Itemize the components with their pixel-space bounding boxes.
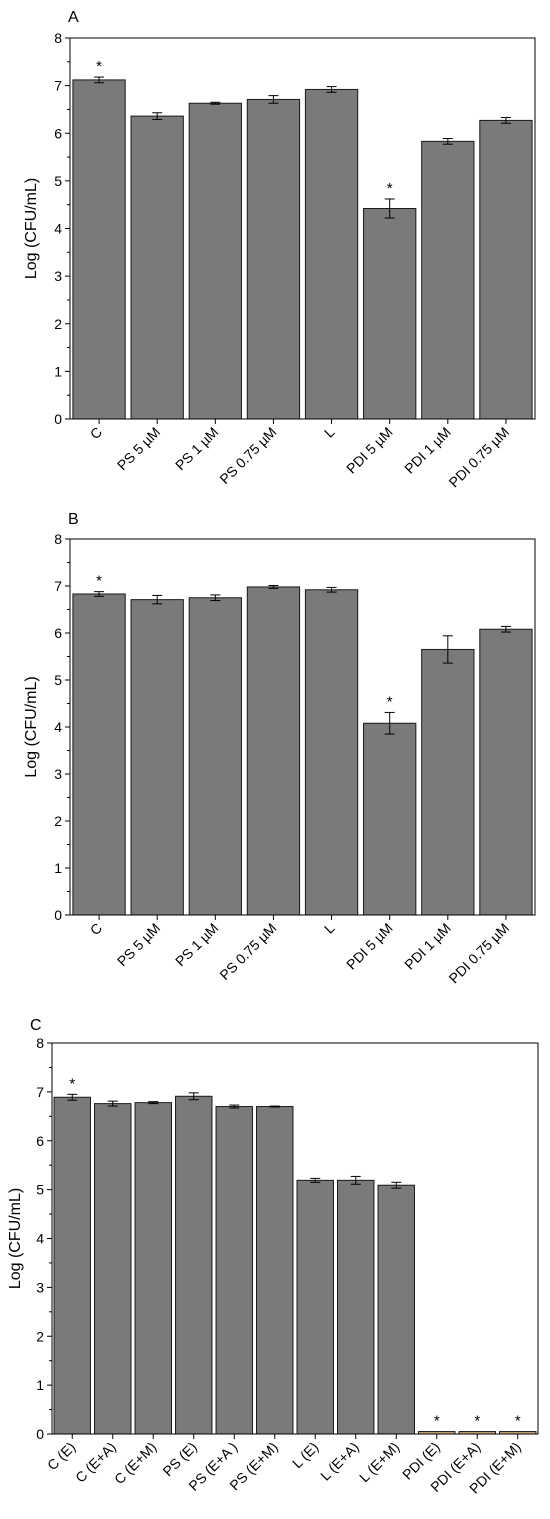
x-tick-label: PDI 0.75 µM (446, 424, 513, 491)
bar-2 (94, 1103, 132, 1435)
x-tick-label: L (E) (289, 1439, 321, 1471)
bar-1 (72, 593, 126, 916)
y-tick-label: 0 (54, 907, 62, 923)
bar-4 (246, 98, 301, 420)
bar-7 (296, 1179, 334, 1435)
y-tick-label: 8 (54, 30, 62, 46)
y-tick-label: 7 (54, 578, 62, 594)
significance-mark-6: * (387, 180, 393, 197)
bar-7 (421, 648, 475, 916)
x-tick-label: PS 5 µM (114, 920, 163, 969)
y-tick-label: 2 (36, 1328, 44, 1344)
y-tick-label: 6 (36, 1133, 44, 1149)
bar-3 (188, 102, 242, 420)
x-tick-label: PDI 5 µM (343, 424, 396, 477)
y-tick-label: 0 (36, 1426, 44, 1442)
y-tick-label: 5 (36, 1182, 44, 1198)
significance-mark-11: * (474, 1413, 480, 1430)
bar-3 (188, 597, 242, 916)
x-tick-label: PS 1 µM (172, 424, 221, 473)
bar-3 (134, 1102, 172, 1435)
y-tick-label: 7 (54, 78, 62, 94)
x-tick-label: C (87, 424, 105, 442)
panel-label: C (30, 1017, 42, 1034)
x-tick-label: L (321, 920, 338, 937)
y-tick-label: 4 (54, 719, 62, 735)
bar-9 (377, 1184, 415, 1435)
bar-6 (363, 722, 417, 916)
panel-label: A (68, 9, 79, 26)
bar-7 (421, 140, 475, 420)
x-tick-label: C (E+A) (72, 1439, 119, 1486)
bar-8 (479, 119, 533, 420)
x-tick-label: PS 5 µM (114, 424, 163, 473)
y-axis-label: Log (CFU/mL) (23, 676, 40, 777)
y-tick-label: 8 (54, 531, 62, 547)
y-axis-label: Log (CFU/mL) (7, 1188, 24, 1289)
x-tick-label: L (E+M) (356, 1439, 402, 1485)
x-tick-label: PDI 5 µM (343, 920, 396, 973)
y-tick-label: 1 (36, 1377, 44, 1393)
y-tick-label: 1 (54, 860, 62, 876)
panel-label: B (68, 511, 79, 528)
significance-mark-12: * (515, 1413, 521, 1430)
bar-5 (215, 1106, 253, 1435)
bar-4 (246, 586, 301, 916)
y-tick-label: 6 (54, 625, 62, 641)
bar-4 (175, 1095, 213, 1435)
y-tick-label: 5 (54, 672, 62, 688)
chart-panel-c: C * * * * 0 1 2 3 4 5 6 7 8 Log (CFU/mL) C (E)C (E+A)C … (7, 1017, 539, 1497)
y-tick-label: 1 (54, 363, 62, 379)
x-tick-label: L (321, 424, 338, 441)
y-tick-label: 4 (36, 1231, 44, 1247)
y-tick-label: 8 (36, 1035, 44, 1051)
x-tick-label: L (E+A) (317, 1439, 362, 1484)
significance-mark-6: * (387, 693, 393, 710)
significance-mark-1: * (69, 1075, 75, 1092)
x-tick-label: C (87, 920, 105, 938)
bar-6 (256, 1106, 294, 1435)
y-tick-label: 4 (54, 221, 62, 237)
x-tick-label: PDI 1 µM (401, 424, 454, 477)
y-tick-label: 2 (54, 316, 62, 332)
bar-1 (72, 79, 126, 420)
y-tick-label: 3 (36, 1279, 44, 1295)
x-tick-label: PS 0.75 µM (216, 424, 279, 487)
bar-1 (53, 1096, 91, 1435)
bar-5 (304, 589, 359, 916)
x-tick-label: PDI 1 µM (401, 920, 454, 973)
y-tick-label: 5 (54, 173, 62, 189)
significance-mark-10: * (434, 1413, 440, 1430)
bar-2 (130, 599, 184, 916)
y-axis-label: Log (CFU/mL) (23, 178, 40, 279)
significance-mark-1: * (96, 573, 102, 590)
bar-2 (130, 115, 184, 420)
significance-mark-1: * (96, 58, 102, 75)
y-tick-label: 2 (54, 813, 62, 829)
bar-6 (363, 208, 417, 420)
y-tick-label: 3 (54, 766, 62, 782)
x-tick-label: PS 1 µM (172, 920, 221, 969)
x-tick-label: C (E) (44, 1439, 78, 1473)
y-tick-label: 3 (54, 268, 62, 284)
bar-5 (304, 88, 359, 420)
x-tick-label: C (E+M) (111, 1439, 159, 1487)
bar-8 (479, 628, 533, 916)
y-tick-label: 6 (54, 125, 62, 141)
y-tick-label: 7 (36, 1084, 44, 1100)
y-tick-label: 0 (54, 411, 62, 427)
x-tick-label: PS 0.75 µM (216, 920, 279, 983)
bar-8 (337, 1179, 375, 1435)
x-tick-label: PDI 0.75 µM (446, 920, 513, 987)
